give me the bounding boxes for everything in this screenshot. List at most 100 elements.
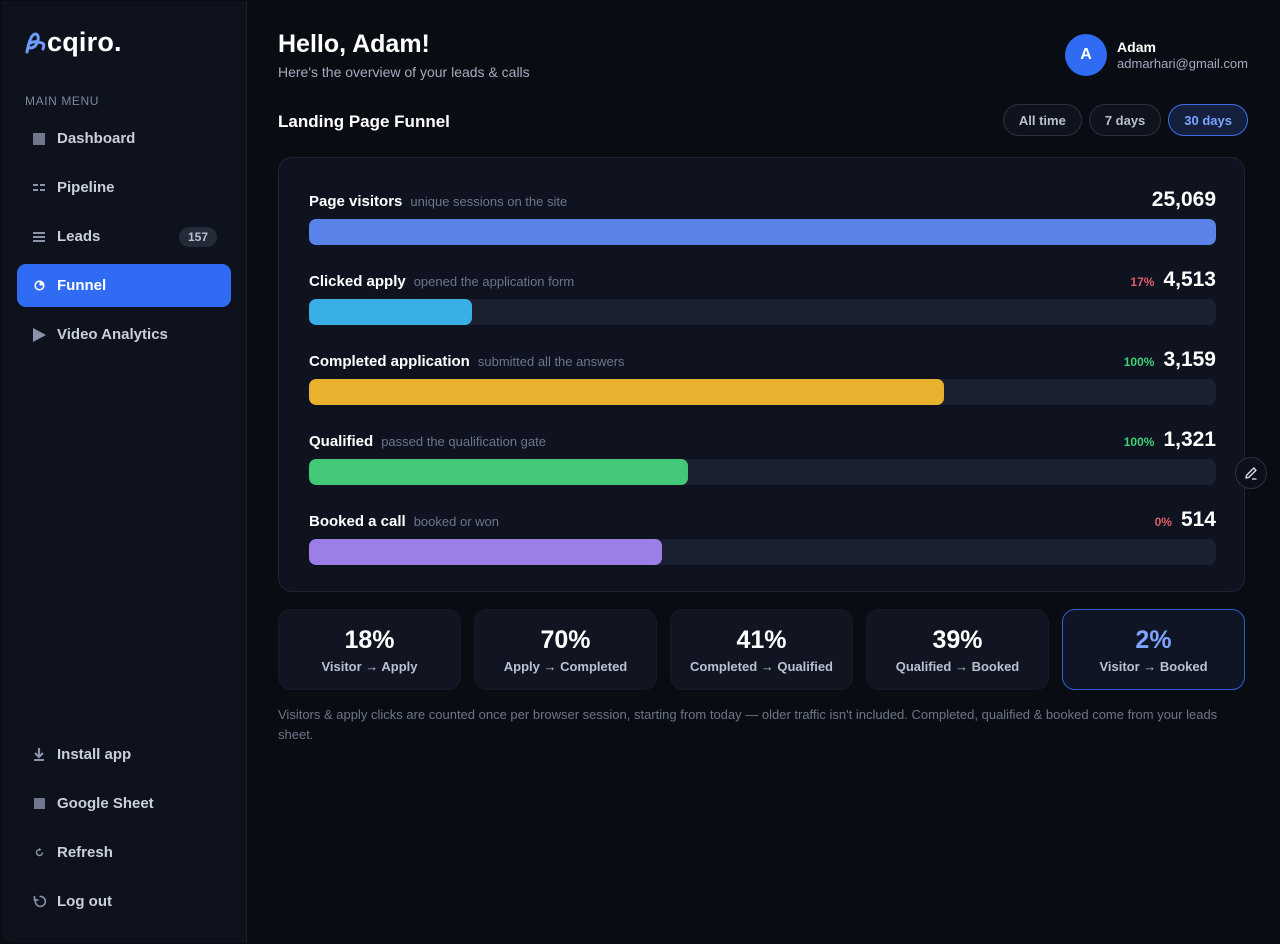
sidebar-item-label: Install app bbox=[57, 746, 132, 763]
refresh-icon bbox=[32, 846, 46, 860]
stage-percent: 17% bbox=[1130, 275, 1155, 289]
funnel-stage-page-visitors: Page visitors unique sessions on the site… bbox=[309, 186, 1216, 245]
stage-description: booked or won bbox=[413, 514, 499, 529]
logo-mark-icon bbox=[25, 31, 46, 53]
stage-bar-fill bbox=[309, 539, 662, 565]
sidebar-item-label: Google Sheet bbox=[57, 795, 154, 812]
stage-description: opened the application form bbox=[413, 274, 575, 289]
sidebar-item-log-out[interactable]: Log out bbox=[17, 880, 231, 923]
sidebar: cqiro. MAIN MENU Dashboard Pipeline Lea bbox=[1, 1, 247, 943]
sidebar-item-dashboard[interactable]: Dashboard bbox=[17, 117, 231, 160]
funnel-stage-clicked-apply: Clicked apply opened the application form… bbox=[309, 266, 1216, 325]
greeting-title: Hello, Adam! bbox=[278, 30, 430, 58]
stat-card-apply-completed[interactable]: 70% Apply → Completed bbox=[474, 609, 657, 690]
stage-value: 4,513 bbox=[1163, 268, 1216, 291]
logout-icon bbox=[32, 895, 46, 909]
user-profile[interactable]: A Adam admarhari@gmail.com bbox=[1065, 34, 1248, 76]
stage-name: Clicked apply bbox=[309, 273, 406, 290]
stat-value: 70% bbox=[540, 625, 591, 654]
sidebar-item-google-sheet[interactable]: Google Sheet bbox=[17, 782, 231, 825]
stat-label: Visitor → Apply bbox=[321, 658, 418, 674]
range-all-time-button[interactable]: All time bbox=[1002, 104, 1082, 136]
user-name: Adam bbox=[1117, 39, 1156, 55]
pie-icon bbox=[32, 279, 46, 293]
stage-name: Booked a call bbox=[309, 513, 406, 530]
stage-percent: 100% bbox=[1123, 435, 1155, 449]
avatar: A bbox=[1065, 34, 1108, 76]
stage-name: Qualified bbox=[309, 433, 374, 450]
stage-bar-fill bbox=[309, 299, 473, 325]
brand-logo[interactable]: cqiro. bbox=[24, 27, 122, 58]
sidebar-item-label: Funnel bbox=[57, 277, 107, 294]
stat-label: Completed → Qualified bbox=[689, 658, 833, 674]
funnel-title: Landing Page Funnel bbox=[278, 112, 450, 131]
edit-button[interactable] bbox=[1235, 457, 1267, 489]
stage-value: 514 bbox=[1180, 508, 1216, 531]
stage-value: 25,069 bbox=[1151, 188, 1216, 211]
brand-name: cqiro. bbox=[47, 27, 122, 57]
stage-value: 3,159 bbox=[1163, 348, 1216, 371]
sidebar-item-funnel[interactable]: Funnel bbox=[17, 264, 231, 307]
main-nav: Dashboard Pipeline Leads 157 Funnel bbox=[17, 117, 231, 362]
range-7-days-button[interactable]: 7 days bbox=[1088, 104, 1162, 136]
stage-bar-track bbox=[309, 539, 1216, 565]
stage-description: submitted all the answers bbox=[477, 354, 625, 369]
sidebar-item-label: Video Analytics bbox=[57, 326, 168, 343]
stage-bar-track bbox=[309, 459, 1216, 485]
grid-icon bbox=[32, 132, 46, 146]
funnel-stage-completed-application: Completed application submitted all the a… bbox=[309, 346, 1216, 405]
stat-label: Visitor → Booked bbox=[1099, 658, 1208, 674]
stat-card-visitor-booked[interactable]: 2% Visitor → Booked bbox=[1062, 609, 1245, 690]
pencil-icon bbox=[1245, 467, 1257, 480]
funnel-stage-booked-a-call: Booked a call booked or won 0% 514 bbox=[309, 506, 1216, 565]
tracking-note: Visitors & apply clicks are counted once… bbox=[278, 707, 1218, 742]
stat-label: Qualified → Booked bbox=[895, 658, 1020, 674]
leads-count-badge: 157 bbox=[178, 227, 217, 247]
stage-bar-track bbox=[309, 379, 1216, 405]
stat-card-qualified-booked[interactable]: 39% Qualified → Booked bbox=[866, 609, 1049, 690]
pipeline-icon bbox=[32, 181, 46, 195]
main-menu-label: MAIN MENU bbox=[25, 94, 100, 108]
sidebar-item-refresh[interactable]: Refresh bbox=[17, 831, 231, 874]
conversion-stats: 18% Visitor → Apply 70% Apply → Complete… bbox=[278, 609, 1245, 690]
user-email: admarhari@gmail.com bbox=[1117, 56, 1248, 71]
sidebar-item-install-app[interactable]: Install app bbox=[17, 733, 231, 776]
sidebar-item-leads[interactable]: Leads 157 bbox=[17, 215, 231, 258]
funnel-stage-qualified: Qualified passed the qualification gate 1… bbox=[309, 426, 1216, 485]
stat-card-completed-qualified[interactable]: 41% Completed → Qualified bbox=[670, 609, 853, 690]
list-icon bbox=[32, 230, 46, 244]
stat-value: 18% bbox=[344, 625, 395, 654]
stage-name: Page visitors bbox=[309, 193, 403, 210]
range-filter: All time 7 days 30 days bbox=[1002, 104, 1248, 136]
stage-bar-fill bbox=[309, 459, 689, 485]
sidebar-item-label: Dashboard bbox=[57, 130, 136, 147]
stage-name: Completed application bbox=[309, 353, 470, 370]
sidebar-item-label: Pipeline bbox=[57, 179, 115, 196]
greeting-subtitle: Here's the overview of your leads & call… bbox=[278, 64, 530, 80]
stage-bar-track bbox=[309, 219, 1216, 245]
stage-bar-track bbox=[309, 299, 1216, 325]
stat-label: Apply → Completed bbox=[503, 658, 628, 674]
stat-value: 2% bbox=[1135, 625, 1172, 654]
sidebar-item-pipeline[interactable]: Pipeline bbox=[17, 166, 231, 209]
stat-value: 41% bbox=[736, 625, 787, 654]
stat-value: 39% bbox=[932, 625, 983, 654]
stage-percent: 100% bbox=[1123, 355, 1155, 369]
funnel-card: Page visitors unique sessions on the site… bbox=[278, 157, 1245, 592]
download-icon bbox=[32, 748, 46, 762]
stage-bar-fill bbox=[309, 379, 944, 405]
stage-description: passed the qualification gate bbox=[381, 434, 546, 449]
sidebar-item-label: Refresh bbox=[57, 844, 113, 861]
stage-percent: 0% bbox=[1154, 515, 1172, 529]
play-icon bbox=[32, 327, 46, 342]
stage-bar-fill bbox=[309, 219, 1216, 245]
stat-card-visitor-apply[interactable]: 18% Visitor → Apply bbox=[278, 609, 461, 690]
range-30-days-button[interactable]: 30 days bbox=[1168, 104, 1248, 136]
stage-value: 1,321 bbox=[1163, 428, 1216, 451]
sheet-icon bbox=[32, 797, 46, 811]
sidebar-item-video-analytics[interactable]: Video Analytics bbox=[17, 313, 231, 356]
bottom-nav: Install app Google Sheet Refresh Log out bbox=[17, 733, 231, 929]
sidebar-item-label: Log out bbox=[57, 893, 112, 910]
stage-description: unique sessions on the site bbox=[410, 194, 568, 209]
sidebar-item-label: Leads bbox=[57, 228, 101, 245]
